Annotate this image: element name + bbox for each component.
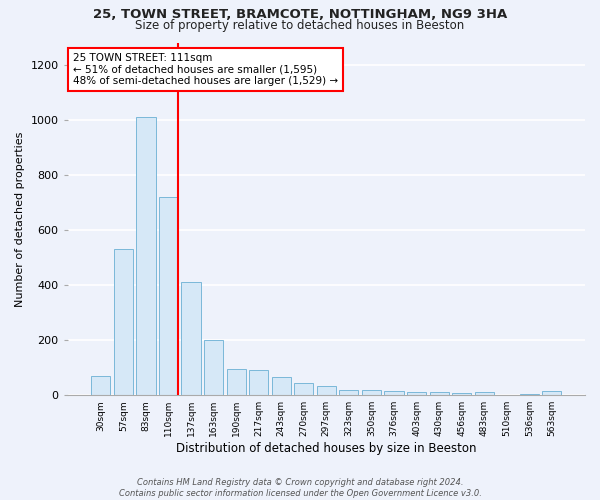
Bar (181, 282, 200, 395)
Text: Size of property relative to detached houses in Beeston: Size of property relative to detached ho… (136, 18, 464, 32)
Bar (114, 249, 133, 395)
Bar (497, 394, 517, 395)
Bar (475, 392, 494, 395)
X-axis label: Distribution of detached houses by size in Beeston: Distribution of detached houses by size … (176, 442, 476, 455)
Bar (204, 340, 223, 395)
Text: 25, TOWN STREET, BRAMCOTE, NOTTINGHAM, NG9 3HA: 25, TOWN STREET, BRAMCOTE, NOTTINGHAM, N… (93, 8, 507, 20)
Bar (159, 197, 178, 395)
Bar (340, 390, 358, 395)
Bar (249, 370, 268, 395)
Bar (294, 383, 313, 395)
Bar (407, 392, 426, 395)
Bar (452, 393, 471, 395)
Bar (362, 390, 381, 395)
Bar (136, 117, 155, 395)
Bar (542, 391, 562, 395)
Text: 25 TOWN STREET: 111sqm
← 51% of detached houses are smaller (1,595)
48% of semi-: 25 TOWN STREET: 111sqm ← 51% of detached… (73, 53, 338, 86)
Bar (385, 391, 404, 395)
Y-axis label: Number of detached properties: Number of detached properties (15, 131, 25, 306)
Bar (430, 392, 449, 395)
Bar (272, 378, 291, 395)
Bar (91, 376, 110, 395)
Bar (227, 369, 246, 395)
Bar (317, 386, 336, 395)
Text: Contains HM Land Registry data © Crown copyright and database right 2024.
Contai: Contains HM Land Registry data © Crown c… (119, 478, 481, 498)
Bar (520, 394, 539, 395)
